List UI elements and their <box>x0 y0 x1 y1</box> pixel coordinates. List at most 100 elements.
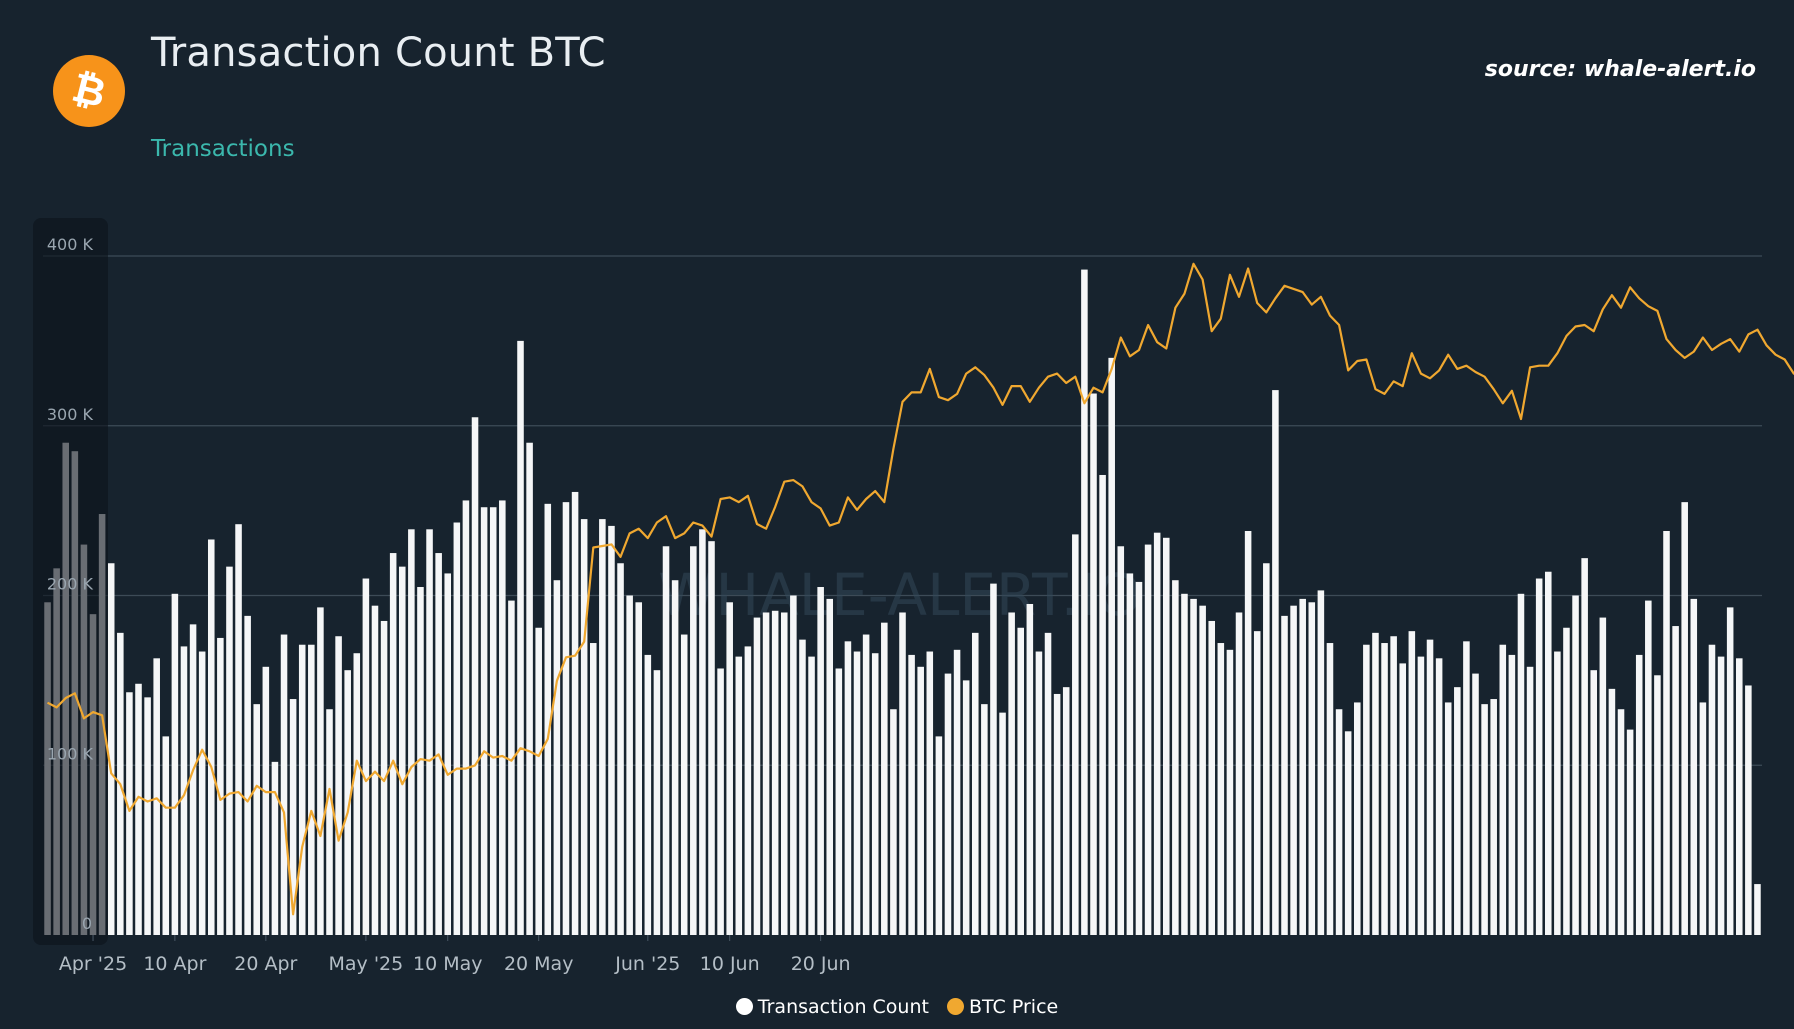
legend-item-transaction-count[interactable]: Transaction Count <box>735 996 929 1018</box>
range-selector-shade[interactable] <box>33 218 108 945</box>
transaction-count-bar <box>1281 615 1288 935</box>
transaction-count-bar <box>371 605 379 935</box>
transaction-count-bar <box>1635 654 1643 935</box>
transaction-count-bar <box>908 654 915 935</box>
transaction-count-bar <box>1608 688 1616 935</box>
transaction-count-bar <box>253 704 261 935</box>
transaction-count-bar <box>1690 598 1698 935</box>
transaction-count-bar <box>944 673 952 935</box>
transaction-count-bar <box>1181 593 1188 935</box>
transaction-count-bar <box>1144 544 1152 935</box>
x-tick-label: May '25 <box>329 953 404 975</box>
transaction-count-bar <box>471 417 479 935</box>
transaction-count-bar <box>1599 617 1607 935</box>
transaction-count-bar <box>726 602 733 935</box>
transaction-count-bar <box>1463 641 1470 935</box>
transaction-count-bar <box>1499 644 1507 935</box>
transaction-count-bar <box>480 507 488 935</box>
transaction-count-bar <box>1654 675 1661 935</box>
y-axis-labels: 0 100 K 200 K 300 K 400 K <box>47 235 94 933</box>
transaction-count-bar <box>1253 631 1261 935</box>
transaction-count-bar <box>353 653 361 935</box>
transaction-count-bar <box>589 643 597 935</box>
transaction-count-bar <box>1326 643 1334 935</box>
transaction-count-bar <box>1590 670 1598 935</box>
transaction-count-bar <box>1481 704 1488 935</box>
transaction-count-bar <box>1563 627 1570 935</box>
transaction-count-bar <box>1363 644 1370 935</box>
transaction-count-bar <box>417 587 424 935</box>
transaction-count-bar <box>1626 729 1634 935</box>
transaction-count-bar <box>671 580 679 935</box>
transaction-count-bar <box>389 553 397 935</box>
transaction-count-bar <box>1754 884 1761 935</box>
transaction-count-bar <box>1172 580 1179 935</box>
transaction-count-bar <box>1117 546 1125 935</box>
transaction-count-bar <box>808 656 815 935</box>
transaction-count-bar <box>144 697 151 935</box>
x-tick-label: 10 May <box>413 953 483 975</box>
transaction-count-bar <box>1153 532 1161 935</box>
legend-item-btc-price[interactable]: BTC Price <box>947 996 1058 1018</box>
transaction-count-bar <box>835 668 843 935</box>
transaction-count-bar <box>235 524 242 935</box>
transaction-count-bar <box>398 566 406 935</box>
transaction-count-bar <box>617 563 624 935</box>
transaction-count-bar <box>580 519 588 935</box>
transaction-count-bar <box>1235 612 1243 935</box>
transaction-count-bar <box>308 644 315 935</box>
source-attribution: source: whale-alert.io <box>1484 57 1756 82</box>
transaction-count-bar <box>626 595 633 935</box>
transaction-count-bar <box>453 522 461 935</box>
transaction-count-bar <box>817 587 824 935</box>
transaction-count-bar <box>762 612 770 935</box>
transaction-count-bar <box>1026 603 1034 935</box>
transaction-count-bar <box>1435 658 1443 935</box>
transaction-count-bar <box>489 507 497 935</box>
transaction-count-bar <box>917 666 924 935</box>
x-tick-label: 20 Jun <box>791 953 851 975</box>
transaction-count-bar <box>153 658 160 935</box>
transaction-count-bar <box>1399 663 1407 935</box>
transaction-count-bar <box>635 602 643 935</box>
transaction-count-bar <box>1190 598 1197 935</box>
transaction-count-bar <box>553 580 561 935</box>
transaction-count-bar <box>890 709 897 935</box>
transaction-count-bar <box>1381 643 1388 935</box>
transaction-count-bar <box>1544 571 1552 935</box>
transaction-count-bar <box>1008 612 1015 935</box>
transaction-count-bar <box>1226 649 1234 935</box>
transaction-count-bar <box>1472 673 1479 935</box>
transaction-count-bar <box>335 636 342 935</box>
transaction-count-bar <box>1208 620 1216 935</box>
transaction-count-bar <box>1053 693 1061 935</box>
transaction-count-bar <box>608 525 615 935</box>
transaction-count-bar <box>1672 626 1679 935</box>
transaction-count-bar <box>271 761 279 935</box>
transaction-count-bar <box>990 583 997 935</box>
transaction-count-bar <box>435 553 442 935</box>
transaction-count-bar <box>162 736 170 935</box>
transaction-count-bar <box>207 539 215 935</box>
transaction-count-bar <box>826 598 834 935</box>
transaction-count-bar <box>362 578 370 935</box>
transaction-count-bar <box>1272 390 1279 936</box>
transaction-count-bar <box>1372 632 1379 935</box>
transaction-count-bar <box>780 612 788 935</box>
transaction-count-bar <box>1135 581 1143 935</box>
transaction-count-bar <box>462 500 470 935</box>
legend-label: BTC Price <box>969 996 1059 1018</box>
transaction-count-bar <box>544 503 552 935</box>
transaction-count-bar <box>1072 534 1079 935</box>
transaction-count-bar <box>1108 357 1115 936</box>
transaction-count-bar <box>1244 531 1252 935</box>
transaction-count-bar <box>717 668 724 935</box>
transaction-count-bar <box>844 641 852 935</box>
transaction-count-bar <box>444 573 452 935</box>
transaction-count-bar <box>1581 558 1588 935</box>
transaction-count-bar <box>926 651 934 935</box>
transaction-count-bar <box>871 653 879 935</box>
transaction-count-bar <box>262 666 270 935</box>
transaction-count-bar <box>526 442 533 935</box>
transaction-count-bar <box>1081 269 1088 936</box>
